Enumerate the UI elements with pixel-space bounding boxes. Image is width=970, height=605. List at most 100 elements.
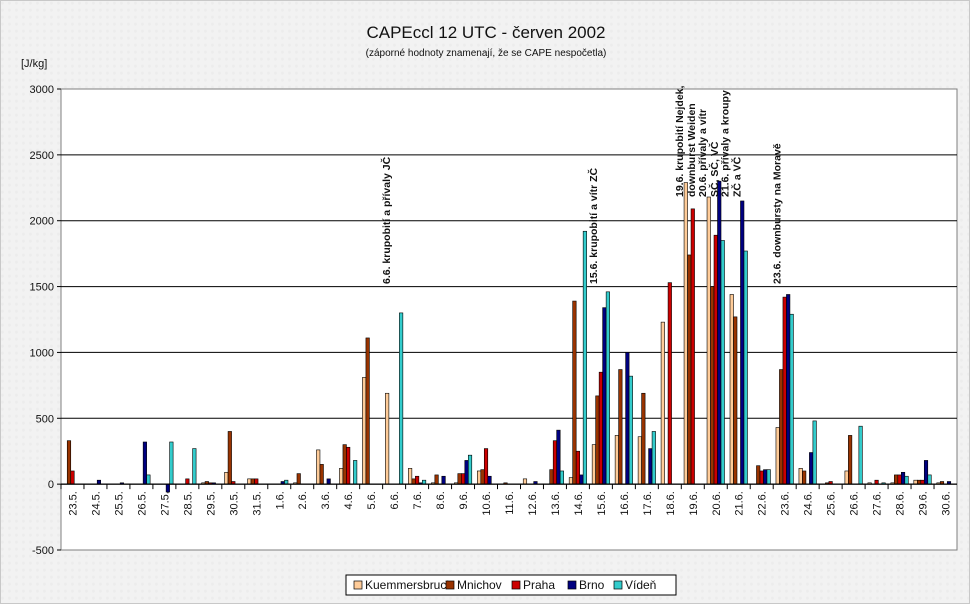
x-tick-label: 30.5.: [228, 491, 240, 515]
annotation-label: 19.6. krupobití Nejdek,: [674, 85, 686, 197]
bar-kuemmersbruck: [775, 427, 780, 485]
bar-praha: [897, 474, 902, 485]
legend-swatch: [353, 580, 363, 590]
bar-kuemmersbruck: [339, 468, 344, 485]
bar-kuemmersbruck: [683, 182, 688, 485]
bar-vídeň: [628, 375, 633, 485]
legend-entry: Praha: [523, 578, 555, 592]
legend-entry: Mnichov: [457, 578, 502, 592]
x-tick-label: 4.6.: [343, 491, 355, 509]
bar-kuemmersbruck: [408, 468, 413, 485]
bar-kuemmersbruck: [224, 471, 229, 485]
x-tick-label: 7.6.: [412, 491, 424, 509]
bar-brno: [165, 483, 170, 493]
x-tick-label: 30.6.: [941, 491, 953, 515]
x-tick-label: 29.5.: [205, 491, 217, 515]
bar-kuemmersbruck: [476, 470, 482, 485]
bar-mnichov: [572, 300, 577, 485]
bar-praha: [759, 470, 764, 485]
bar-praha: [346, 446, 351, 485]
bar-mnichov: [342, 444, 347, 485]
annotation-label: 15.6. krupobití a vítr ZČ: [587, 167, 600, 284]
legend-box: [345, 574, 677, 596]
bar-vídeň: [651, 431, 656, 485]
bar-kuemmersbruck: [844, 470, 849, 485]
x-tick-label: 6.6.: [389, 491, 401, 509]
x-tick-label: 24.6.: [803, 491, 815, 515]
bar-praha: [598, 371, 603, 485]
bar-praha: [552, 440, 557, 485]
bar-brno: [625, 352, 630, 485]
x-tick-label: 17.6.: [642, 491, 654, 515]
x-tick-label: 21.6.: [734, 491, 746, 515]
bar-mnichov: [894, 474, 899, 485]
bar-vídeň: [858, 425, 863, 485]
x-tick-label: 23.5.: [67, 491, 79, 515]
bar-kuemmersbruck: [385, 392, 390, 485]
bar-brno: [717, 180, 722, 485]
x-tick-label: 19.6.: [688, 491, 700, 515]
x-tick-label: 25.5.: [113, 491, 125, 515]
legend: Kuemmersbruck Mnichov Praha Brno Vídeň: [345, 574, 677, 596]
chart-title: CAPEccl 12 UTC - červen 2002: [366, 23, 605, 42]
x-tick-label: 1.6.: [274, 491, 286, 509]
bar-kuemmersbruck: [591, 444, 596, 485]
bar-kuemmersbruck: [522, 478, 528, 485]
x-tick-label: 31.5.: [251, 491, 263, 515]
bar-praha: [483, 448, 489, 485]
y-tick-label: 2000: [30, 216, 54, 228]
bar-mnichov: [641, 392, 646, 485]
bar-brno: [579, 474, 584, 485]
x-tick-label: 28.5.: [182, 491, 194, 515]
bar-vídeň: [812, 420, 817, 485]
x-tick-label: 28.6.: [895, 491, 907, 515]
x-tick-label: 13.6.: [550, 491, 562, 515]
annotation-label: downburst Weiden: [686, 103, 698, 197]
bar-kuemmersbruck: [660, 321, 665, 485]
bar-kuemmersbruck: [316, 449, 321, 485]
y-tick-label: -500: [32, 545, 54, 557]
bar-vídeň: [582, 230, 587, 485]
bar-brno: [809, 452, 814, 485]
x-tick-label: 3.6.: [320, 491, 332, 509]
bar-kuemmersbruck: [362, 377, 367, 485]
bar-kuemmersbruck: [247, 478, 252, 485]
x-tick-label: 24.5.: [90, 491, 102, 515]
x-tick-label: 25.6.: [826, 491, 838, 515]
bar-brno: [740, 200, 745, 485]
annotation-label: 21.6. přívaly a kroupy: [720, 90, 732, 197]
x-tick-label: 12.6.: [527, 491, 539, 515]
legend-entry: Brno: [579, 578, 605, 592]
bar-vídeň: [146, 474, 151, 485]
x-tick-label: 26.6.: [849, 491, 861, 515]
bar-mnichov: [779, 369, 784, 485]
x-tick-label: 11.6.: [504, 491, 516, 515]
bar-mnichov: [227, 431, 232, 485]
plot-background: [60, 88, 958, 551]
y-tick-label: 1000: [30, 347, 54, 359]
bar-mnichov: [365, 337, 370, 485]
x-tick-label: 26.5.: [136, 491, 148, 515]
bar-brno: [648, 448, 653, 485]
bar-mnichov: [733, 316, 738, 485]
bar-vídeň: [353, 460, 358, 485]
bar-vídeň: [605, 291, 610, 485]
bar-mnichov: [848, 435, 853, 485]
legend-swatch: [511, 580, 521, 590]
x-tick-label: 14.6.: [573, 491, 585, 515]
y-tick-label: 1500: [30, 282, 54, 294]
y-tick-label: 3000: [30, 84, 54, 96]
bar-praha: [254, 478, 259, 485]
bar-kuemmersbruck: [637, 436, 642, 485]
bar-mnichov: [756, 465, 761, 485]
legend-swatch: [567, 580, 577, 590]
x-tick-label: 29.6.: [918, 491, 930, 515]
bar-praha: [782, 296, 787, 485]
x-tick-label: 8.6.: [435, 491, 447, 509]
bar-vídeň: [467, 454, 473, 485]
bar-mnichov: [457, 473, 462, 485]
bar-brno: [901, 471, 906, 485]
bar-vídeň: [927, 474, 932, 485]
bar-vídeň: [743, 250, 748, 485]
x-tick-label: 27.5.: [159, 491, 171, 515]
